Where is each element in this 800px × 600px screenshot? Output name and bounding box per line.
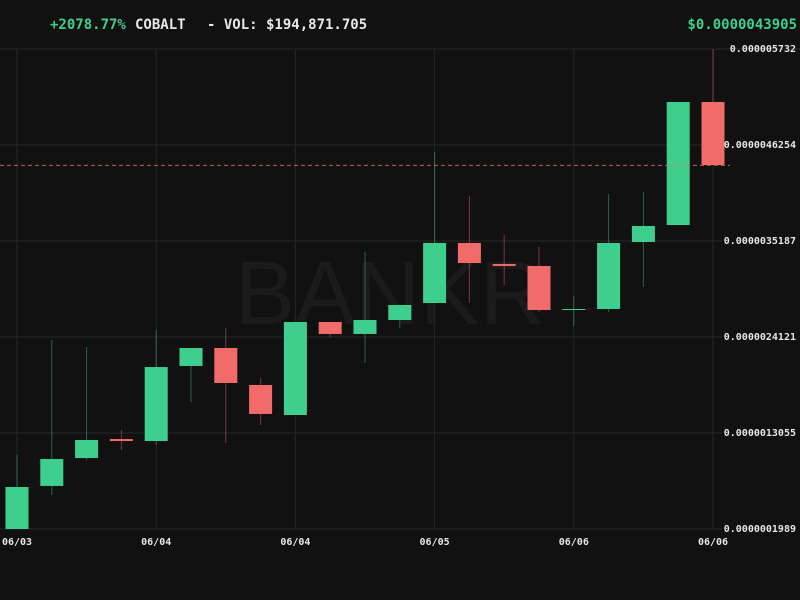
candle-body (249, 384, 273, 414)
candle-body (283, 322, 307, 416)
candle-body (423, 242, 447, 304)
y-tick-label: 0.0000035187 (724, 236, 796, 247)
x-tick-label: 06/06 (559, 537, 589, 548)
candle-body (5, 487, 29, 529)
x-tick-label: 06/05 (420, 537, 450, 548)
y-tick-label: 0.000005732 (730, 44, 796, 55)
symbol: COBALT (135, 17, 186, 33)
x-tick-label: 06/04 (280, 537, 310, 548)
change: +2078.77% (50, 17, 126, 33)
candle-body (492, 263, 516, 266)
candle-body (562, 308, 586, 311)
x-tick-label: 06/06 (698, 537, 728, 548)
candle-body (666, 102, 690, 226)
candle-body (701, 102, 725, 165)
y-tick-label: 0.0000046254 (724, 140, 796, 151)
candle-body (75, 439, 99, 459)
volume: - VOL: $194,871.705 (207, 17, 367, 33)
candle-body (388, 305, 412, 321)
x-tick-label: 06/03 (2, 537, 32, 548)
y-tick-label: 0.0000024121 (724, 332, 796, 343)
price: $0.0000043905 (687, 17, 797, 33)
candle-body (214, 348, 238, 383)
y-tick-label: 0.0000001989 (724, 524, 796, 535)
candle-body (353, 320, 377, 334)
y-tick-label: 0.0000013055 (724, 428, 796, 439)
candle-body (318, 322, 342, 334)
x-tick-label: 06/04 (141, 537, 171, 548)
watermark: BANKR (235, 244, 545, 344)
candle-body (631, 225, 655, 243)
candle-body (109, 439, 133, 442)
candle-body (179, 348, 203, 366)
candle-body (40, 458, 64, 486)
candle-body (457, 242, 481, 264)
candle-body (144, 367, 168, 442)
candle-body (597, 242, 621, 309)
candle-body (527, 265, 551, 311)
